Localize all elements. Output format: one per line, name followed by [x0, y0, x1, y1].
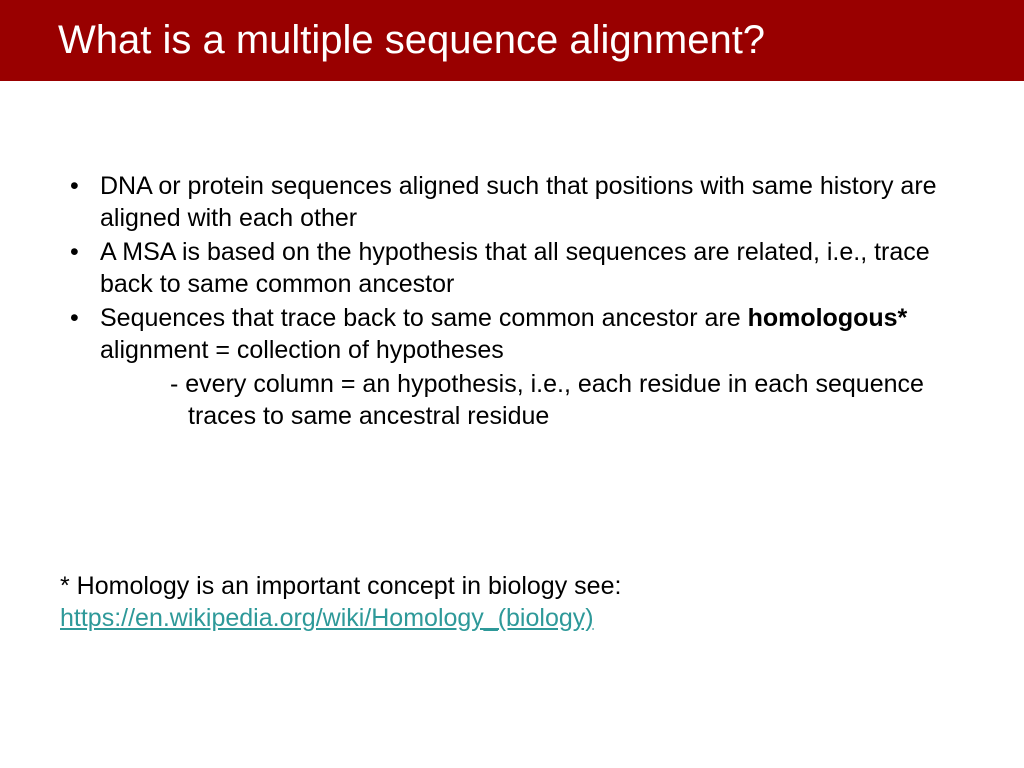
bullet-text-after: alignment = collection of hypotheses — [100, 336, 504, 364]
bullet-text: DNA or protein sequences aligned such th… — [100, 172, 937, 232]
footnote: * Homology is an important concept in bi… — [60, 570, 964, 634]
slide: What is a multiple sequence alignment? D… — [0, 0, 1024, 768]
bullet-list: DNA or protein sequences aligned such th… — [60, 170, 964, 432]
sub-bullet: - every column = an hypothesis, i.e., ea… — [148, 368, 964, 432]
bullet-text-bold: homologous* — [748, 304, 908, 332]
homology-link[interactable]: https://en.wikipedia.org/wiki/Homology_(… — [60, 604, 594, 632]
bullet-item: Sequences that trace back to same common… — [60, 302, 964, 432]
slide-title: What is a multiple sequence alignment? — [0, 0, 1024, 81]
slide-body: DNA or protein sequences aligned such th… — [60, 170, 964, 434]
footnote-text: * Homology is an important concept in bi… — [60, 572, 621, 600]
bullet-text-before: Sequences that trace back to same common… — [100, 304, 748, 332]
bullet-item: DNA or protein sequences aligned such th… — [60, 170, 964, 234]
bullet-item: A MSA is based on the hypothesis that al… — [60, 236, 964, 300]
bullet-text: A MSA is based on the hypothesis that al… — [100, 238, 930, 298]
